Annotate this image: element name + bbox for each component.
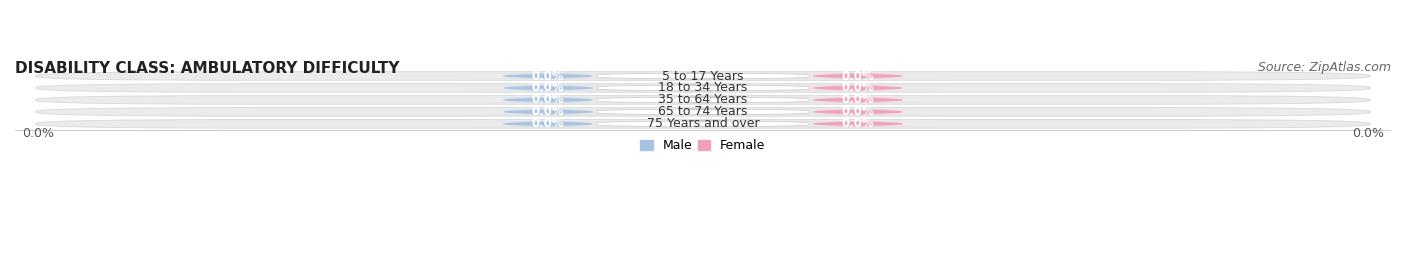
Text: 0.0%: 0.0% xyxy=(841,82,875,94)
FancyBboxPatch shape xyxy=(596,73,810,79)
Text: 0.0%: 0.0% xyxy=(531,93,565,107)
Text: 0.0%: 0.0% xyxy=(841,117,875,130)
FancyBboxPatch shape xyxy=(765,97,950,102)
Text: 5 to 17 Years: 5 to 17 Years xyxy=(662,69,744,83)
FancyBboxPatch shape xyxy=(35,95,1371,104)
FancyBboxPatch shape xyxy=(596,85,810,91)
Text: 0.0%: 0.0% xyxy=(841,69,875,83)
FancyBboxPatch shape xyxy=(456,73,641,79)
Text: 0.0%: 0.0% xyxy=(841,93,875,107)
Text: 0.0%: 0.0% xyxy=(531,117,565,130)
Text: Source: ZipAtlas.com: Source: ZipAtlas.com xyxy=(1258,61,1391,74)
FancyBboxPatch shape xyxy=(596,121,810,127)
Text: 35 to 64 Years: 35 to 64 Years xyxy=(658,93,748,107)
Text: 18 to 34 Years: 18 to 34 Years xyxy=(658,82,748,94)
Text: 0.0%: 0.0% xyxy=(22,127,53,140)
FancyBboxPatch shape xyxy=(456,121,641,126)
Text: 75 Years and over: 75 Years and over xyxy=(647,117,759,130)
FancyBboxPatch shape xyxy=(35,84,1371,92)
Text: 0.0%: 0.0% xyxy=(841,105,875,118)
Text: 0.0%: 0.0% xyxy=(531,69,565,83)
FancyBboxPatch shape xyxy=(35,108,1371,116)
Text: 0.0%: 0.0% xyxy=(531,105,565,118)
Text: DISABILITY CLASS: AMBULATORY DIFFICULTY: DISABILITY CLASS: AMBULATORY DIFFICULTY xyxy=(15,61,399,76)
FancyBboxPatch shape xyxy=(596,109,810,115)
FancyBboxPatch shape xyxy=(456,97,641,102)
FancyBboxPatch shape xyxy=(456,109,641,115)
FancyBboxPatch shape xyxy=(35,119,1371,128)
FancyBboxPatch shape xyxy=(596,97,810,103)
FancyBboxPatch shape xyxy=(765,73,950,79)
Text: 0.0%: 0.0% xyxy=(531,82,565,94)
FancyBboxPatch shape xyxy=(765,121,950,126)
FancyBboxPatch shape xyxy=(765,85,950,91)
FancyBboxPatch shape xyxy=(765,109,950,115)
FancyBboxPatch shape xyxy=(456,85,641,91)
FancyBboxPatch shape xyxy=(35,72,1371,80)
Text: 0.0%: 0.0% xyxy=(1353,127,1384,140)
Legend: Male, Female: Male, Female xyxy=(636,134,770,157)
Text: 65 to 74 Years: 65 to 74 Years xyxy=(658,105,748,118)
